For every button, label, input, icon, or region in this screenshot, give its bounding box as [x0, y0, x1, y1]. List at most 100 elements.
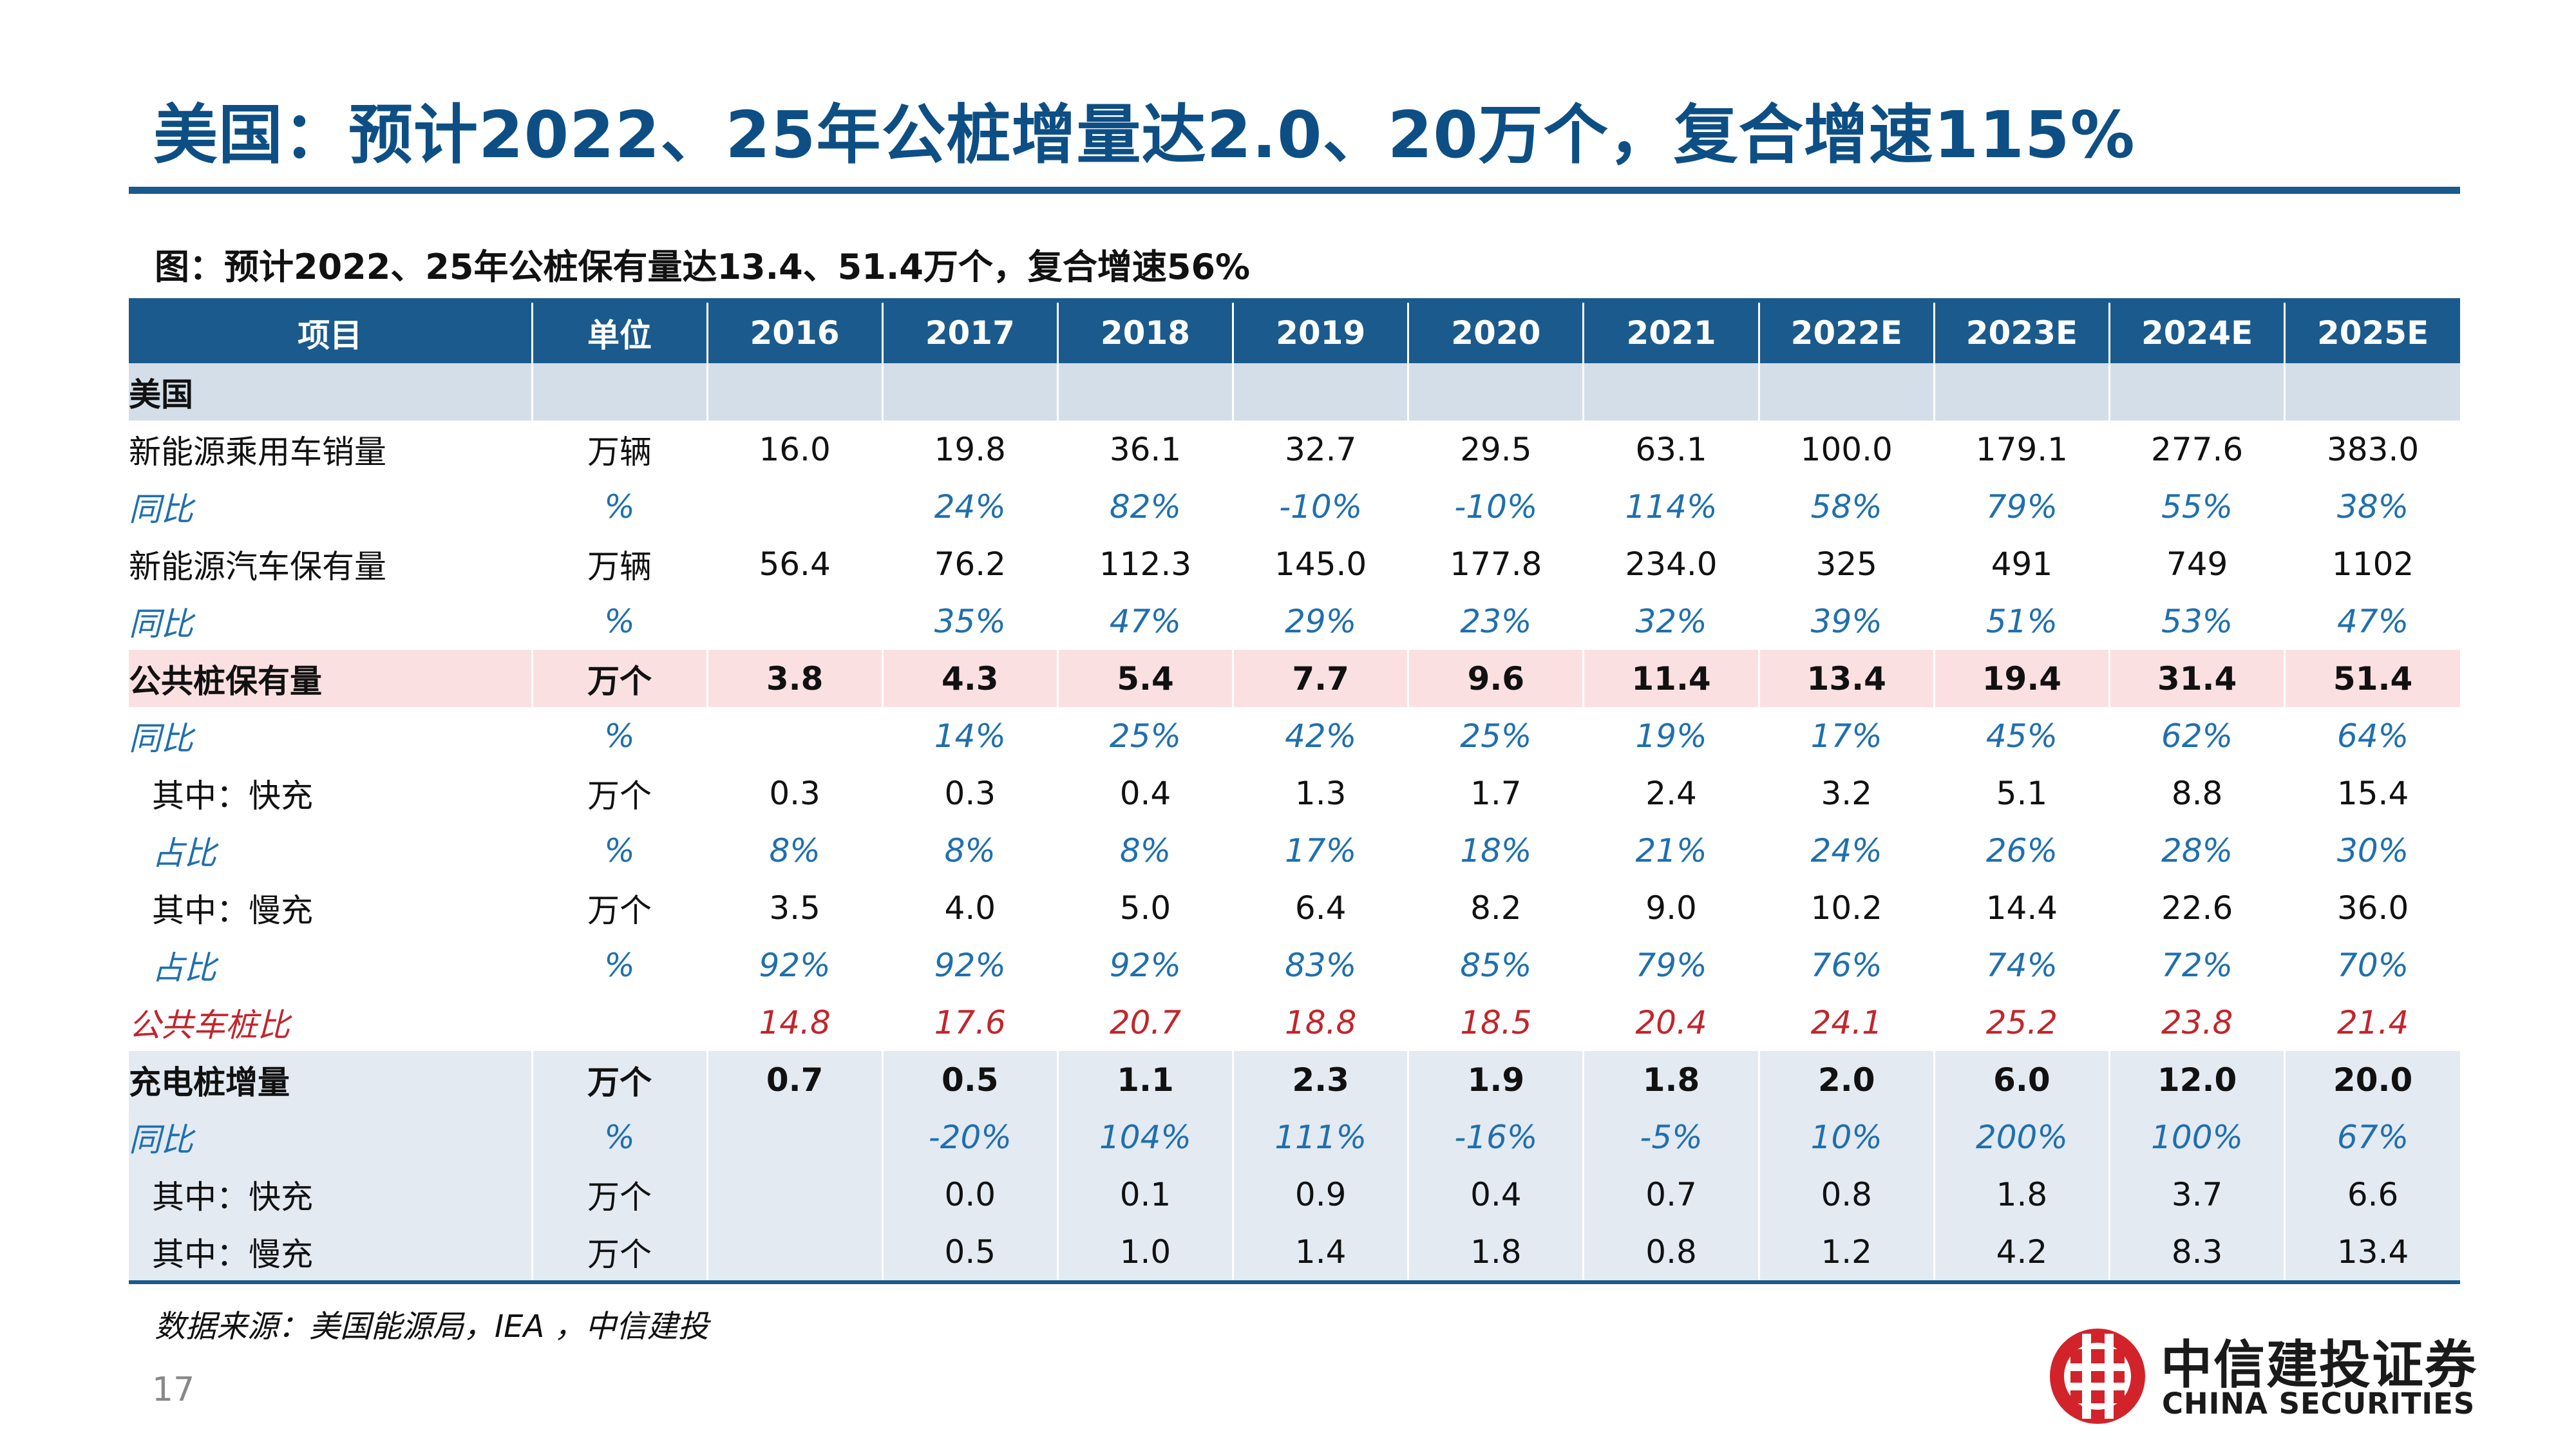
value-cell: 10.2 [1757, 879, 1935, 936]
value-cell: -16% [1407, 1108, 1584, 1166]
value-cell: 23.8 [2108, 994, 2285, 1051]
value-cell: 1.3 [1232, 764, 1408, 822]
value-cell: 2.3 [1232, 1051, 1408, 1108]
value-cell: 26% [1933, 822, 2110, 879]
value-cell: -10% [1407, 478, 1584, 535]
value-cell: 234.0 [1582, 535, 1759, 592]
value-cell: 45% [1933, 707, 2110, 764]
value-cell: 51% [1933, 592, 2110, 650]
value-cell [706, 478, 883, 535]
row-label: 其中：慢充 [152, 891, 313, 929]
value-cell [881, 363, 1058, 421]
value-cell: 0.8 [1757, 1166, 1935, 1223]
value-cell: 76.2 [881, 535, 1058, 592]
page-number: 17 [152, 1370, 195, 1409]
value-cell: 1.4 [1232, 1223, 1408, 1280]
value-cell: 12.0 [2108, 1051, 2285, 1108]
value-cell: 4.3 [881, 650, 1058, 707]
value-cell: 19.4 [1933, 650, 2110, 707]
column-header: 2017 [881, 303, 1058, 363]
value-cell: 100% [2108, 1108, 2285, 1166]
row-label: 其中：快充 [152, 777, 313, 815]
value-cell: 8% [706, 822, 883, 879]
table-row: 其中：慢充 万个 3.5 4.0 5.0 6.4 8.2 9.0 10.2 14.4 22.6 36.… [129, 879, 2460, 936]
column-header: 2020 [1407, 303, 1584, 363]
unit-cell: 万个 [531, 1166, 708, 1223]
value-cell: 11.4 [1582, 650, 1759, 707]
value-cell: 17% [1757, 707, 1935, 764]
value-cell: 23% [1407, 592, 1584, 650]
value-cell: 47% [1056, 592, 1233, 650]
value-cell: 14.4 [1933, 879, 2110, 936]
column-header: 2025E [2284, 303, 2460, 363]
value-cell: 30% [2284, 822, 2460, 879]
unit-cell: 万辆 [531, 421, 708, 478]
value-cell: 100.0 [1757, 421, 1935, 478]
table-body: 美国 新能源乘用车销量 万辆 16.0 19.8 36.1 32.7 29.5 63.1 100.… [129, 363, 2460, 1280]
table-row: 充电桩增量 万个 0.7 0.5 1.1 2.3 1.9 1.8 2.0 6.0 12.0 20.0 [129, 1051, 2460, 1108]
value-cell: 0.4 [1056, 764, 1233, 822]
unit-cell: % [531, 478, 708, 535]
table-row: 新能源汽车保有量 万辆 56.4 76.2 112.3 145.0 177.8 234.0 32… [129, 535, 2460, 592]
value-cell: 200% [1933, 1108, 2110, 1166]
value-cell: 56.4 [706, 535, 883, 592]
value-cell [706, 1166, 883, 1223]
unit-cell [531, 994, 708, 1051]
value-cell: 8.8 [2108, 764, 2285, 822]
value-cell [1582, 363, 1759, 421]
value-cell: 13.4 [1757, 650, 1935, 707]
table-row: 占比% 92% 92% 92% 83% 85% 79% 76% 74% 72% 70% [129, 936, 2460, 994]
table-header-row: 项目 单位 2016 2017 2018 2019 2020 2021 2022E 2023E 20… [129, 303, 2460, 363]
unit-cell: % [531, 707, 708, 764]
value-cell: 5.0 [1056, 879, 1233, 936]
value-cell: 24.1 [1757, 994, 1935, 1051]
value-cell: 79% [1582, 936, 1759, 994]
column-header: 2018 [1056, 303, 1233, 363]
value-cell: 9.6 [1407, 650, 1584, 707]
column-header: 2019 [1232, 303, 1408, 363]
value-cell: 7.7 [1232, 650, 1408, 707]
row-label: 占比 [152, 834, 216, 872]
value-cell: 35% [881, 592, 1058, 650]
value-cell: 1.2 [1757, 1223, 1935, 1280]
table-row: 其中：快充 万个 0.3 0.3 0.4 1.3 1.7 2.4 3.2 5.1 8.8 15.4 [129, 764, 2460, 822]
value-cell: 36.1 [1056, 421, 1233, 478]
page-title: 美国：预计2022、25年公桩增量达2.0、20万个，复合增速115% [153, 97, 2136, 173]
row-label: 同比 [129, 719, 193, 757]
value-cell: 0.5 [881, 1223, 1058, 1280]
table-caption: 图：预计2022、25年公桩保有量达13.4、51.4万个，复合增速56% [155, 247, 1251, 287]
value-cell [706, 707, 883, 764]
value-cell: 3.7 [2108, 1166, 2285, 1223]
data-source-note: 数据来源：美国能源局，IEA ，中信建投 [155, 1309, 709, 1345]
table-row: 公共车桩比 14.8 17.6 20.7 18.8 18.5 20.4 24.1 25.2 23.… [129, 994, 2460, 1051]
value-cell: 179.1 [1933, 421, 2110, 478]
value-cell: -5% [1582, 1108, 1759, 1166]
value-cell: 72% [2108, 936, 2285, 994]
value-cell: 47% [2284, 592, 2460, 650]
value-cell: 70% [2284, 936, 2460, 994]
table-row: 其中：快充 万个 0.0 0.1 0.9 0.4 0.7 0.8 1.8 3.7 6.6 [129, 1166, 2460, 1223]
value-cell: 32.7 [1232, 421, 1408, 478]
charging-pile-table: 项目 单位 2016 2017 2018 2019 2020 2021 2022E 2023E 20… [129, 303, 2460, 1280]
value-cell: 1.8 [1933, 1166, 2110, 1223]
title-divider [129, 187, 2460, 194]
value-cell: 92% [881, 936, 1058, 994]
table-row: 占比% 8% 8% 8% 17% 18% 21% 24% 26% 28% 30% [129, 822, 2460, 879]
value-cell: 3.5 [706, 879, 883, 936]
value-cell: 3.8 [706, 650, 883, 707]
value-cell: 5.4 [1056, 650, 1233, 707]
table-row: 同比% 24% 82% -10% -10% 114% 58% 79% 55% 38% [129, 478, 2460, 535]
value-cell: 14.8 [706, 994, 883, 1051]
value-cell: 53% [2108, 592, 2285, 650]
value-cell: 8.2 [1407, 879, 1584, 936]
value-cell: 1.8 [1407, 1223, 1584, 1280]
value-cell: 83% [1232, 936, 1408, 994]
value-cell: 2.4 [1582, 764, 1759, 822]
value-cell: 6.6 [2284, 1166, 2460, 1223]
value-cell: 64% [2284, 707, 2460, 764]
value-cell: 0.9 [1232, 1166, 1408, 1223]
row-label: 新能源乘用车销量 [129, 433, 386, 471]
data-table-container: 项目 单位 2016 2017 2018 2019 2020 2021 2022E 2023E 20… [129, 298, 2460, 1284]
value-cell [1232, 363, 1408, 421]
value-cell: 2.0 [1757, 1051, 1935, 1108]
